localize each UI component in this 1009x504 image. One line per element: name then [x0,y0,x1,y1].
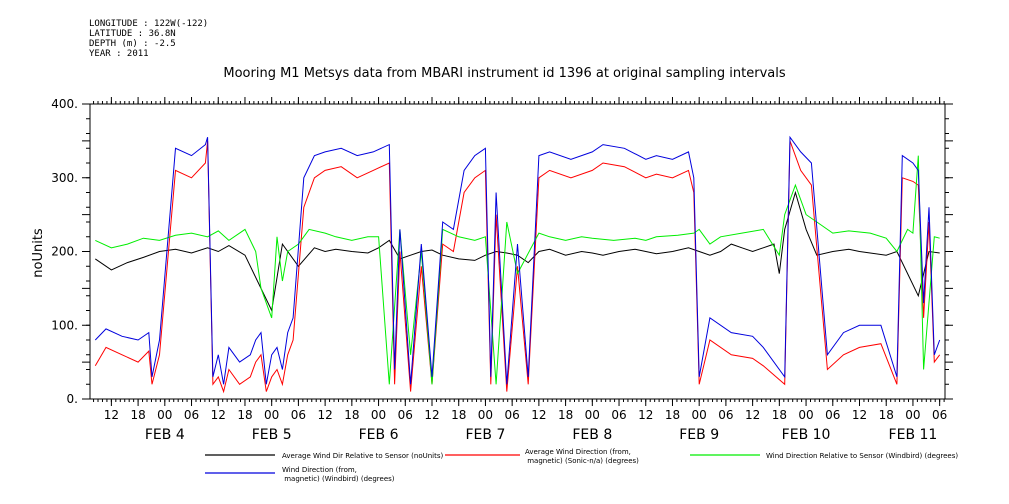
x-tick-label: 12 [852,408,867,422]
x-tick-label: 12 [317,408,332,422]
metadata-year: YEAR : 2011 [89,49,149,59]
series-line-4 [94,135,941,385]
x-tick-label: 00 [585,408,600,422]
dataset-metadata: LONGITUDE : 122W(-122) LATITUDE : 36.8N … [89,19,208,59]
x-day-label: FEB 8 [572,427,612,443]
y-tick-label: 0. [67,392,78,406]
x-day-label: FEB 5 [252,427,292,443]
x-day-label: FEB 11 [889,427,938,443]
legend-label-2: Average Wind Direction (from, magnetic) … [525,448,639,465]
y-tick-label: 100. [51,318,78,332]
x-tick-label: 00 [478,408,493,422]
metadata-depth: DEPTH (m) : -2.5 [89,39,176,49]
x-tick-label: 18 [879,408,894,422]
x-tick-label: 06 [718,408,733,422]
x-tick-label: 00 [798,408,813,422]
series-line-2 [94,140,941,394]
y-tick-label: 200. [51,245,78,259]
x-tick-label: 12 [424,408,439,422]
x-tick-label: 12 [531,408,546,422]
x-tick-label: 18 [344,408,359,422]
series-line-1 [95,190,940,313]
x-tick-label: 06 [611,408,626,422]
x-day-label: FEB 9 [679,427,719,443]
metadata-longitude: LONGITUDE : 122W(-122) [89,19,209,29]
x-day-label: FEB 6 [359,427,399,443]
x-tick-label: 06 [505,408,520,422]
x-tick-label: 06 [932,408,947,422]
legend-label-3: Wind Direction Relative to Sensor (Windb… [766,452,958,460]
x-tick-label: 00 [692,408,707,422]
x-tick-label: 06 [825,408,840,422]
x-tick-label: 18 [451,408,466,422]
chart-title: Mooring M1 Metsys data from MBARI instru… [223,66,786,81]
x-tick-label: 12 [745,408,760,422]
x-tick-label: 18 [558,408,573,422]
x-tick-label: 06 [184,408,199,422]
x-tick-label: 06 [398,408,413,422]
x-tick-label: 18 [130,408,145,422]
x-tick-label: 18 [772,408,787,422]
series-group [94,135,941,394]
x-day-label: FEB 4 [145,427,185,443]
x-tick-label: 18 [665,408,680,422]
metadata-latitude: LATITUDE : 36.8N [89,29,176,39]
y-tick-label: 300. [51,171,78,185]
legend-label-1: Average Wind Dir Relative to Sensor (noU… [282,452,443,460]
x-day-label: FEB 10 [782,427,831,443]
x-tick-label: 00 [905,408,920,422]
x-tick-label: 12 [211,408,226,422]
x-tick-label: 06 [291,408,306,422]
x-tick-label: 18 [237,408,252,422]
x-tick-label: 00 [264,408,279,422]
x-tick-label: 12 [104,408,119,422]
x-day-label: FEB 7 [466,427,506,443]
x-tick-label: 00 [157,408,172,422]
x-tick-label: 00 [371,408,386,422]
series-line-3 [95,155,940,385]
x-tick-label: 12 [638,408,653,422]
legend-label-4: Wind Direction (from, magnetic) (Windbir… [282,466,395,483]
y-tick-label: 400. [51,97,78,111]
y-axis-label: noUnits [31,228,46,278]
